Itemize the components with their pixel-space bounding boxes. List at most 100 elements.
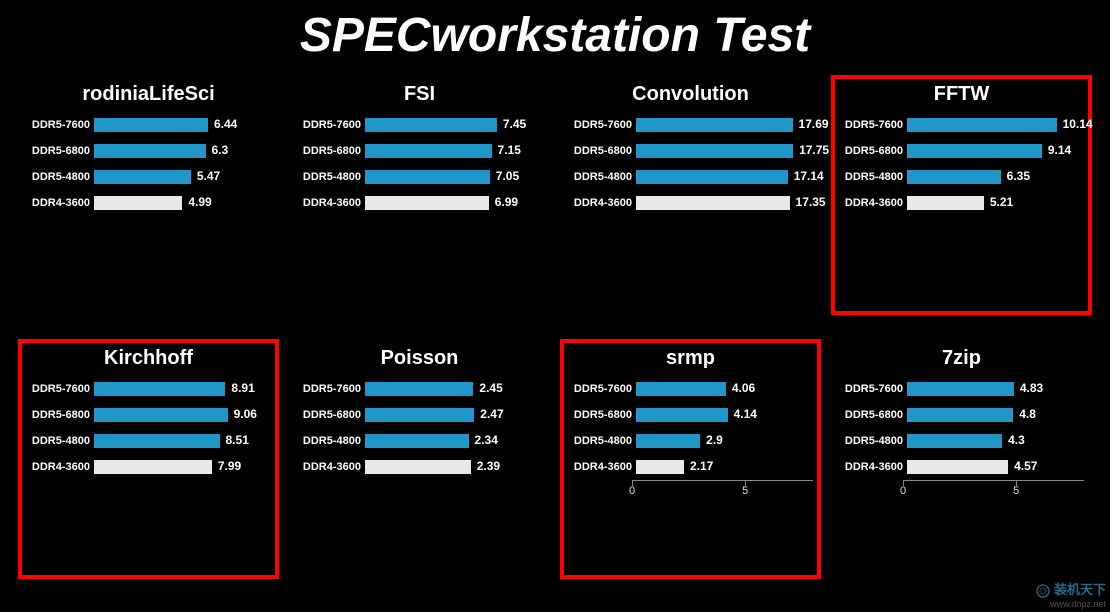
memory-label: DDR5-4800 [297, 435, 365, 447]
watermark: 装机天下 www.dnpz.net [1035, 579, 1106, 610]
bar-value: 6.3 [212, 143, 229, 157]
bar [907, 118, 1057, 132]
bar-track: 2.45 [365, 382, 542, 396]
bar-value: 10.14 [1063, 117, 1093, 131]
bar-track: 4.83 [907, 382, 1084, 396]
bar-track: 7.15 [365, 144, 542, 158]
bar-row: DDR5-68006.3 [26, 142, 271, 160]
x-axis: 05 [632, 480, 813, 501]
chart-grid: rodiniaLifeSciDDR5-76006.44DDR5-68006.3D… [0, 67, 1110, 597]
bar [94, 144, 206, 158]
bar-track: 17.14 [636, 170, 813, 184]
bar-track: 10.14 [907, 118, 1084, 132]
memory-label: DDR5-7600 [839, 119, 907, 131]
bar-value: 2.47 [480, 407, 503, 421]
bar [365, 382, 473, 396]
bar-value: 9.06 [234, 407, 257, 421]
bar-group: DDR5-760017.69DDR5-680017.75DDR5-480017.… [568, 116, 813, 212]
memory-label: DDR5-6800 [839, 145, 907, 157]
chart-panel-rodinialifesci: rodiniaLifeSciDDR5-76006.44DDR5-68006.3D… [20, 77, 277, 313]
bar-row: DDR5-48002.9 [568, 432, 813, 450]
bar [907, 144, 1042, 158]
bar [907, 196, 984, 210]
bar [636, 118, 793, 132]
bar-row: DDR4-3600 7.99 [26, 458, 271, 476]
bar-row: DDR5-6800 9.06 [26, 406, 271, 424]
x-tick-label: 0 [900, 485, 906, 497]
bar [636, 460, 684, 474]
bar-row: DDR5-68004.14 [568, 406, 813, 424]
memory-label: DDR5-7600 [297, 119, 365, 131]
bar-row: DDR4-36002.17 [568, 458, 813, 476]
bar-row: DDR4-36004.57 [839, 458, 1084, 476]
bar-value: 2.34 [475, 433, 498, 447]
bar-row: DDR5-68007.15 [297, 142, 542, 160]
bar-group: DDR5-760010.14DDR5-68009.14DDR5-48006.35… [839, 116, 1084, 212]
bar-row: DDR4-36006.99 [297, 194, 542, 212]
memory-label: DDR5-7600 [568, 383, 636, 395]
bar [94, 196, 182, 210]
panel-title: 7zip [839, 347, 1084, 370]
memory-label: DDR5-6800 [26, 409, 94, 421]
bar-row: DDR5-48005.47 [26, 168, 271, 186]
memory-label: DDR4-3600 [297, 461, 365, 473]
memory-label: DDR4-3600 [297, 197, 365, 209]
bar-track: 8.91 [94, 382, 271, 396]
bar-track: 2.39 [365, 460, 542, 474]
bar-track: 9.06 [94, 408, 271, 422]
bar-value: 17.35 [796, 195, 826, 209]
memory-label: DDR4-3600 [26, 461, 94, 473]
bar-row: DDR5-68002.47 [297, 406, 542, 424]
bar [94, 434, 220, 448]
bar [365, 196, 489, 210]
bar-value: 7.99 [218, 459, 241, 473]
bar [365, 408, 474, 422]
chart-panel-srmp: srmpDDR5-76004.06DDR5-68004.14DDR5-48002… [562, 341, 819, 577]
bar-row: DDR4-360017.35 [568, 194, 813, 212]
bar-group: DDR5-76007.45DDR5-68007.15DDR5-48007.05D… [297, 116, 542, 212]
bar-row: DDR5-68004.8 [839, 406, 1084, 424]
bar-value: 7.45 [503, 117, 526, 131]
memory-label: DDR5-4800 [26, 435, 94, 447]
bar [907, 434, 1002, 448]
memory-label: DDR4-3600 [568, 461, 636, 473]
bar-track: 4.14 [636, 408, 813, 422]
memory-label: DDR5-7600 [297, 383, 365, 395]
x-tick-label: 0 [629, 485, 635, 497]
bar-track: 5.47 [94, 170, 271, 184]
chart-panel-fftw: FFTWDDR5-760010.14DDR5-68009.14DDR5-4800… [833, 77, 1090, 313]
memory-label: DDR5-4800 [839, 435, 907, 447]
bar [365, 434, 469, 448]
bar-value: 8.51 [226, 433, 249, 447]
bar-row: DDR5-76004.06 [568, 380, 813, 398]
memory-label: DDR5-6800 [297, 145, 365, 157]
bar-row: DDR5-76008.91 [26, 380, 271, 398]
memory-label: DDR5-6800 [568, 145, 636, 157]
bar-track: 2.17 [636, 460, 813, 474]
panel-title: Kirchhoff [26, 347, 271, 370]
memory-label: DDR5-7600 [26, 383, 94, 395]
bar-row: DDR5-76004.83 [839, 380, 1084, 398]
chart-panel-fsi: FSIDDR5-76007.45DDR5-68007.15DDR5-48007.… [291, 77, 548, 313]
bar-track: 6.99 [365, 196, 542, 210]
bar-track: 17.35 [636, 196, 813, 210]
bar-value: 4.57 [1014, 459, 1037, 473]
panel-title: srmp [568, 347, 813, 370]
bar-track: 4.8 [907, 408, 1084, 422]
bar-track: 7.99 [94, 460, 271, 474]
panel-title: Convolution [568, 83, 813, 106]
bar-value: 4.83 [1020, 381, 1043, 395]
bar-track: 8.51 [94, 434, 271, 448]
bar-track: 9.14 [907, 144, 1084, 158]
panel-title: FFTW [839, 83, 1084, 106]
bar-value: 6.35 [1007, 169, 1030, 183]
memory-label: DDR5-4800 [568, 435, 636, 447]
bar-row: DDR5-680017.75 [568, 142, 813, 160]
chart-panel-convolution: Convolution DDR5-760017.69DDR5-680017.75D… [562, 77, 819, 313]
panel-title: FSI [297, 83, 542, 106]
bar-value: 4.99 [188, 195, 211, 209]
panel-title: Poisson [297, 347, 542, 370]
memory-label: DDR5-7600 [26, 119, 94, 131]
bar-row: DDR5-76006.44 [26, 116, 271, 134]
x-tick-label: 5 [1013, 485, 1019, 497]
